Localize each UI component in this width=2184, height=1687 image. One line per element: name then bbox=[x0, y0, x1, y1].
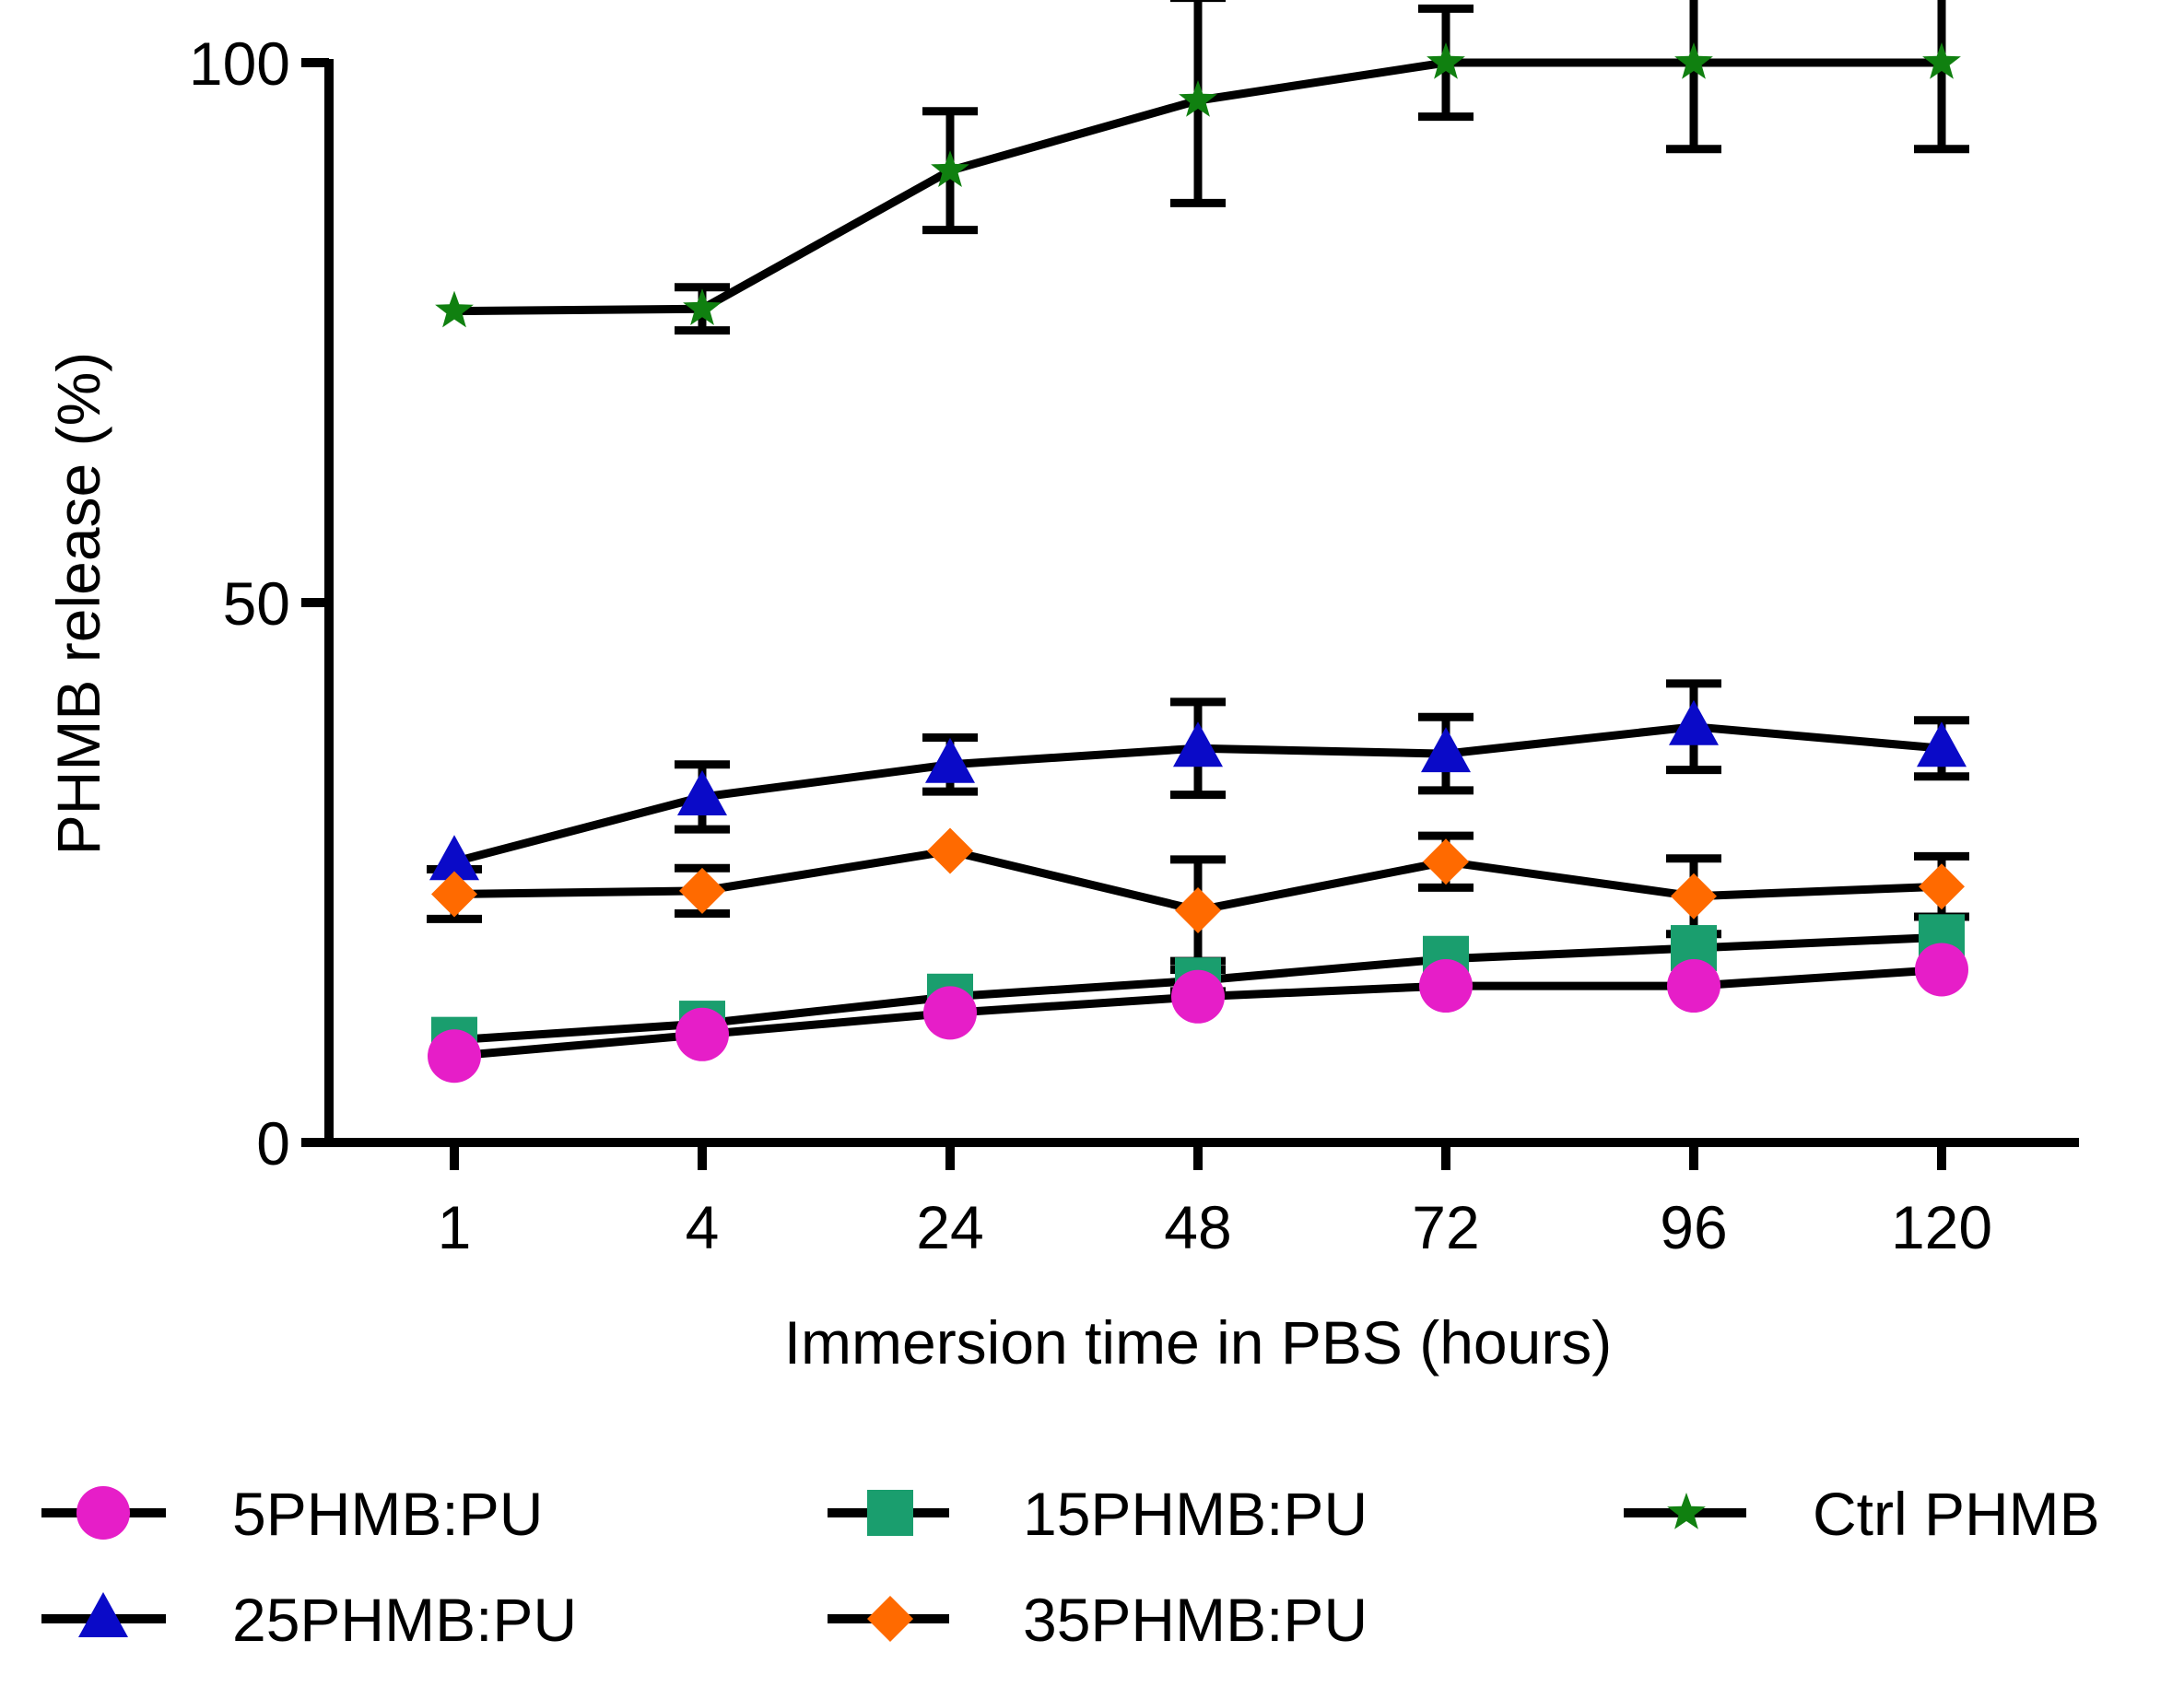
markers-layer bbox=[428, 42, 1968, 1084]
data-point bbox=[1669, 699, 1719, 745]
data-point bbox=[1915, 943, 1968, 997]
data-point bbox=[429, 835, 479, 881]
legend-item: Ctrl PHMB bbox=[1624, 1480, 2100, 1548]
data-point bbox=[677, 769, 727, 815]
data-point bbox=[675, 1007, 729, 1061]
data-point bbox=[931, 150, 969, 187]
legend-label: Ctrl PHMB bbox=[1813, 1480, 2100, 1548]
data-point bbox=[925, 737, 975, 783]
x-tick-label: 4 bbox=[686, 1193, 720, 1261]
data-point bbox=[1922, 42, 1961, 79]
data-point bbox=[1427, 42, 1465, 79]
error-bars-layer bbox=[427, 0, 1969, 996]
x-tick-label: 96 bbox=[1660, 1193, 1727, 1261]
legend: 5PHMB:PU 15PHMB:PU Ctrl PHMB 25PHMB:PU 35PHM… bbox=[41, 1480, 2100, 1654]
y-tick-label: 0 bbox=[256, 1109, 290, 1177]
data-point bbox=[1917, 721, 1967, 767]
data-point bbox=[683, 288, 722, 325]
data-point bbox=[1179, 80, 1217, 117]
axes-layer: 0 50 100 1 4 24 48 72 96 120 bbox=[189, 29, 2079, 1261]
data-point bbox=[1674, 42, 1713, 79]
legend-label: 5PHMB:PU bbox=[232, 1480, 543, 1548]
legend-item: 35PHMB:PU bbox=[828, 1586, 1368, 1654]
x-tick-label: 48 bbox=[1164, 1193, 1231, 1261]
legend-item: 25PHMB:PU bbox=[41, 1586, 577, 1654]
legend-marker bbox=[78, 1592, 128, 1637]
data-point bbox=[428, 1029, 481, 1084]
data-point bbox=[1421, 727, 1471, 773]
data-point bbox=[1423, 838, 1469, 885]
data-point bbox=[923, 986, 977, 1040]
legend-marker bbox=[76, 1486, 130, 1540]
data-point bbox=[1173, 721, 1223, 767]
data-point bbox=[1667, 959, 1720, 1013]
legend-item: 5PHMB:PU bbox=[41, 1480, 543, 1548]
legend-marker bbox=[867, 1596, 913, 1642]
legend-item: 15PHMB:PU bbox=[828, 1480, 1368, 1548]
data-point bbox=[1175, 887, 1221, 934]
data-point bbox=[679, 867, 725, 914]
y-axis-title: PHMB release (%) bbox=[44, 352, 112, 855]
x-tick-label: 72 bbox=[1412, 1193, 1479, 1261]
data-point bbox=[927, 827, 973, 874]
x-tick-label: 24 bbox=[916, 1193, 983, 1261]
x-axis-title: Immersion time in PBS (hours) bbox=[784, 1308, 1613, 1377]
legend-marker bbox=[867, 1490, 913, 1536]
data-point bbox=[1419, 959, 1473, 1013]
legend-label: 15PHMB:PU bbox=[1023, 1480, 1368, 1548]
data-point bbox=[1671, 873, 1717, 920]
legend-marker bbox=[1667, 1493, 1706, 1529]
legend-label: 35PHMB:PU bbox=[1023, 1586, 1368, 1654]
x-tick-label: 1 bbox=[438, 1193, 472, 1261]
data-point bbox=[431, 871, 477, 918]
data-point bbox=[1919, 863, 1965, 910]
y-tick-label: 50 bbox=[223, 569, 290, 638]
y-tick-label: 100 bbox=[189, 29, 290, 98]
x-tick-label: 120 bbox=[1891, 1193, 1992, 1261]
legend-label: 25PHMB:PU bbox=[232, 1586, 577, 1654]
data-point bbox=[435, 290, 474, 328]
data-point bbox=[1171, 969, 1225, 1024]
